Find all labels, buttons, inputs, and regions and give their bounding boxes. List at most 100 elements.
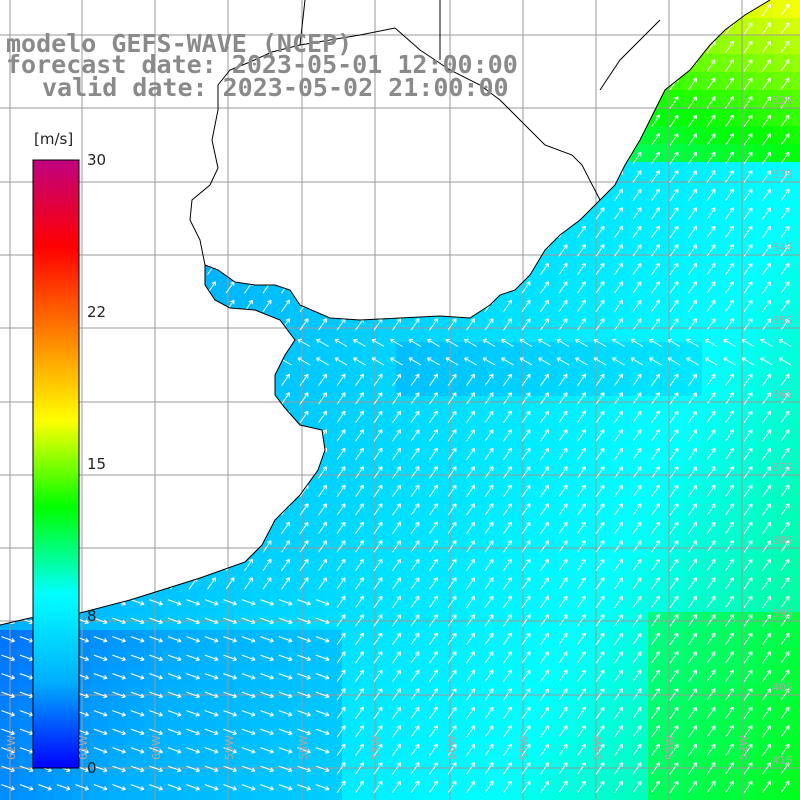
wind-arrow <box>130 673 145 680</box>
wind-arrow <box>278 654 293 662</box>
wind-arrow <box>688 484 698 498</box>
wind-arrow <box>577 225 587 239</box>
wind-arrow <box>743 595 753 609</box>
wind-arrow <box>669 558 679 572</box>
wind-arrow <box>130 784 145 791</box>
wind-arrow <box>392 632 402 646</box>
wind-arrow <box>355 706 365 720</box>
wind-arrow <box>186 728 200 736</box>
wind-arrow <box>743 503 753 516</box>
wind-arrow <box>244 558 254 572</box>
wind-arrow <box>1 710 15 717</box>
wind-arrow <box>447 651 457 664</box>
wind-arrow <box>614 373 624 387</box>
wind-arrow <box>743 22 753 35</box>
wind-arrow <box>316 357 329 366</box>
wind-arrow <box>762 521 772 535</box>
wind-arrow <box>482 338 496 347</box>
wind-arrow <box>632 484 642 498</box>
wind-arrow <box>484 614 494 627</box>
wind-arrow <box>614 299 624 313</box>
wind-arrow <box>651 114 661 128</box>
wind-arrow <box>503 669 513 683</box>
wind-arrow <box>669 521 679 535</box>
wind-arrow <box>519 357 533 366</box>
wind-arrow <box>466 392 476 405</box>
wind-arrow <box>614 484 624 498</box>
wind-arrow <box>577 503 587 516</box>
wind-arrow <box>780 114 790 128</box>
wind-arrow <box>204 636 219 643</box>
wind-arrow <box>595 743 605 757</box>
wind-arrow <box>669 281 679 294</box>
wind-arrow <box>410 540 420 553</box>
wind-arrow <box>241 691 256 699</box>
wind-arrow <box>521 762 531 775</box>
wind-arrow <box>466 725 476 738</box>
wind-arrow <box>297 357 311 366</box>
wind-arrow <box>632 188 642 202</box>
wind-arrow <box>278 599 293 606</box>
wind-arrow <box>503 651 513 664</box>
wind-arrow <box>484 540 494 553</box>
wind-arrow <box>595 632 605 646</box>
wind-arrow <box>355 614 365 627</box>
wind-arrow <box>651 318 661 331</box>
wind-arrow <box>297 617 311 625</box>
wind-arrow <box>408 338 422 347</box>
wind-arrow <box>299 540 309 553</box>
wind-arrow <box>130 691 145 699</box>
wind-arrow <box>669 780 679 794</box>
wind-arrow <box>336 410 346 424</box>
wind-arrow <box>688 429 698 442</box>
wind-arrow <box>521 651 531 664</box>
wind-arrow <box>521 688 531 701</box>
wind-arrow <box>725 725 735 738</box>
wind-arrow <box>167 765 182 773</box>
wind-arrow <box>484 651 494 664</box>
wind-arrow <box>762 299 772 313</box>
wind-arrow <box>373 577 383 590</box>
wind-arrow <box>241 673 256 680</box>
wind-arrow <box>373 743 383 757</box>
wind-arrow <box>186 710 200 717</box>
wind-arrow <box>762 114 772 128</box>
wind-arrow <box>743 706 753 720</box>
wind-arrow <box>223 784 237 791</box>
wind-arrow <box>688 225 698 239</box>
wind-arrow <box>262 558 272 572</box>
wind-arrow <box>482 357 496 366</box>
wind-arrow <box>241 765 256 773</box>
wind-arrow <box>521 725 531 738</box>
wind-arrow <box>466 318 476 331</box>
wind-arrow <box>706 262 716 276</box>
wind-arrow <box>297 728 311 736</box>
wind-arrow <box>503 484 513 498</box>
wind-arrow <box>445 357 459 366</box>
wind-arrow <box>688 651 698 664</box>
wind-arrow <box>743 614 753 627</box>
wind-arrow <box>429 540 439 553</box>
colorbar-tick-label: 8 <box>87 607 97 625</box>
wind-arrow <box>167 691 182 699</box>
wind-arrow <box>651 188 661 202</box>
wind-arrow <box>334 357 348 366</box>
wind-arrow <box>149 617 163 625</box>
wind-arrow <box>743 40 753 54</box>
wind-arrow <box>614 743 624 757</box>
wind-arrow <box>743 244 753 257</box>
wind-arrow <box>447 447 457 461</box>
colorbar-tick-label: 30 <box>87 151 107 169</box>
wind-arrow <box>503 632 513 646</box>
wind-arrow <box>725 373 735 387</box>
wind-arrow <box>373 651 383 664</box>
wind-arrow <box>558 558 568 572</box>
wind-arrow <box>281 521 291 535</box>
wind-arrow <box>410 392 420 405</box>
wind-arrow <box>780 22 790 35</box>
wind-arrow <box>503 466 513 479</box>
wind-arrow <box>186 654 200 662</box>
wind-arrow <box>484 780 494 794</box>
wind-arrow <box>595 669 605 683</box>
wind-arrow <box>315 617 330 625</box>
